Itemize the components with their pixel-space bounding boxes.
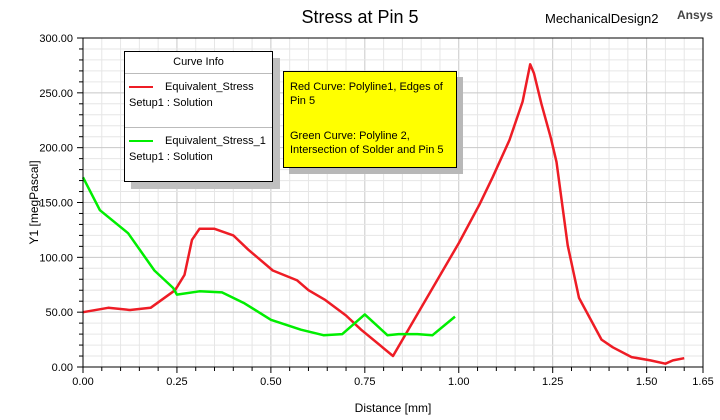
y-tick-label: 0.00 (52, 362, 73, 374)
x-tick-label: 0.25 (166, 376, 187, 388)
axis-ticks: 0.00 0.25 0.50 0.75 1.00 1.25 1.50 1.65 0.00 50.0… (39, 33, 713, 388)
series-line-equivalent-stress (82, 63, 685, 365)
y-tick-label: 50.00 (45, 307, 73, 319)
y-tick-label: 200.00 (39, 143, 73, 155)
note-line: Green Curve: Polyline 2, (290, 130, 410, 142)
legend-swatch-red (129, 86, 153, 88)
y-tick-label: 300.00 (39, 33, 73, 45)
x-tick-label: 1.00 (448, 376, 469, 388)
chart-title: Stress at Pin 5 (301, 7, 419, 27)
x-axis-label: Distance [mm] (355, 401, 432, 415)
x-tick-label: 0.00 (72, 376, 93, 388)
y-tick-label: 250.00 (39, 88, 73, 100)
project-name: MechanicalDesign2 (545, 11, 659, 26)
legend-entry-name: Equivalent_Stress_1 (165, 135, 266, 147)
y-tick-label: 150.00 (39, 198, 73, 210)
legend[interactable]: Curve Info Equivalent_Stress Setup1 : So… (124, 51, 273, 182)
x-tick-label: 1.50 (636, 376, 657, 388)
note-line: Pin 5 (290, 95, 316, 107)
legend-entry-source: Setup1 : Solution (129, 97, 213, 109)
x-tick-label: 0.75 (354, 376, 375, 388)
legend-title: Curve Info (125, 52, 272, 74)
legend-entry-source: Setup1 : Solution (129, 151, 213, 163)
legend-entry[interactable]: Equivalent_Stress_1 Setup1 : Solution (125, 127, 272, 181)
note-line: Intersection of Solder and Pin 5 (290, 144, 444, 156)
series-group (81, 63, 685, 365)
brand-label: Ansys (677, 8, 714, 22)
x-tick-label: 0.50 (260, 376, 281, 388)
legend-swatch-green (129, 140, 153, 142)
x-tick-label: 1.65 (692, 376, 713, 388)
note-annotation[interactable]: Red Curve: Polyline1, Edges of Pin 5 Gre… (283, 71, 457, 168)
note-line: Red Curve: Polyline1, Edges of (290, 81, 443, 93)
x-tick-label: 1.25 (542, 376, 563, 388)
legend-entry[interactable]: Equivalent_Stress Setup1 : Solution (125, 74, 272, 127)
series-line-equivalent-stress-1 (81, 176, 456, 337)
y-tick-label: 100.00 (39, 252, 73, 264)
legend-entry-name: Equivalent_Stress (165, 81, 254, 93)
y-axis-label: Y1 [megPascal] (27, 160, 41, 244)
